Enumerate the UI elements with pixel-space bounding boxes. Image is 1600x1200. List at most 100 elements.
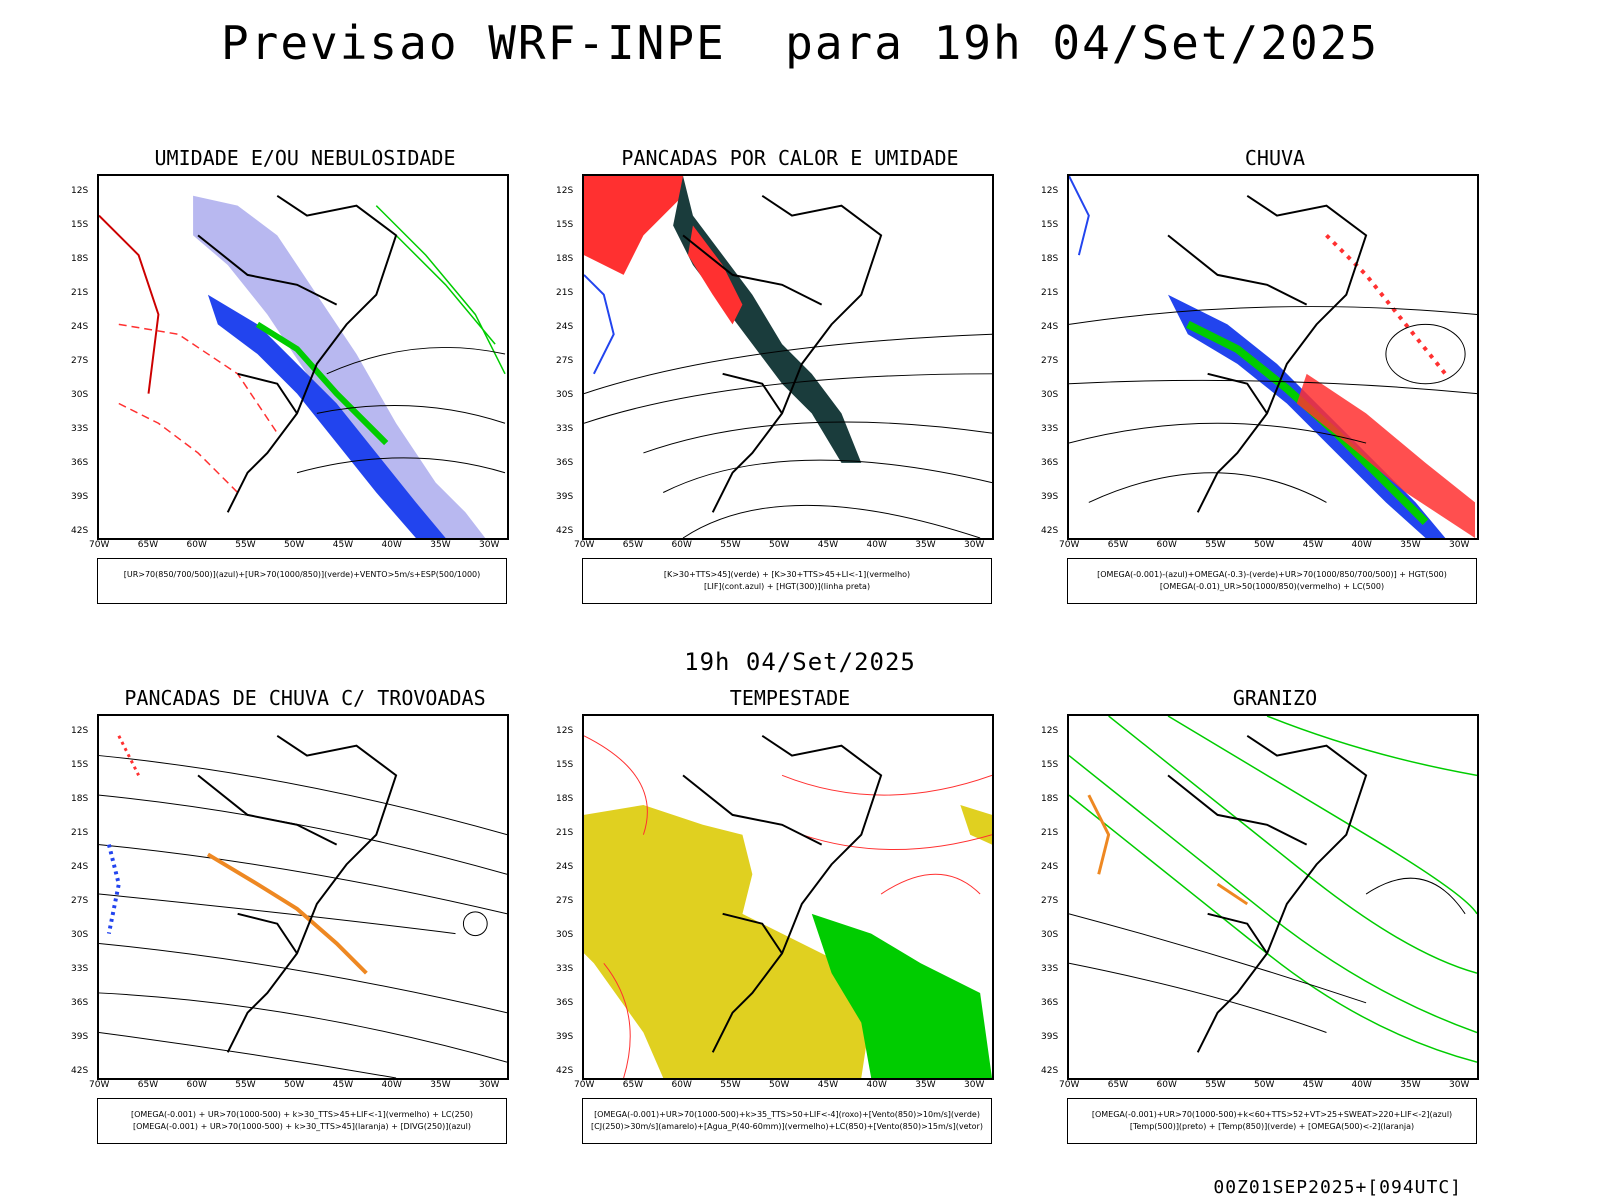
lon-tick-label: 40W: [381, 540, 402, 550]
map-tempestade: [582, 714, 994, 1080]
lat-tick-label: 30S: [71, 390, 89, 400]
lat-tick-label: 42S: [556, 1066, 574, 1076]
lat-tick-label: 21S: [556, 288, 574, 298]
lon-tick-label: 60W: [1156, 540, 1177, 550]
lat-tick-label: 39S: [1041, 1032, 1059, 1042]
lat-tick-label: 12S: [1041, 186, 1059, 196]
lat-tick-label: 18S: [1041, 794, 1059, 804]
lon-tick-label: 30W: [964, 1080, 985, 1090]
lon-tick-label: 60W: [671, 540, 692, 550]
lon-tick-label: 55W: [1205, 1080, 1226, 1090]
map-trovoadas: [97, 714, 509, 1080]
lon-tick-label: 50W: [284, 1080, 305, 1090]
lon-tick-label: 45W: [1302, 1080, 1324, 1090]
lon-tick-labels: 70W 65W 60W 55W 50W 45W 40W 35W 30W: [89, 540, 509, 552]
lon-tick-labels: 70W 65W 60W 55W 50W 45W 40W 35W 30W: [1059, 540, 1479, 552]
panel-pancadas-calor: PANCADAS POR CALOR E UMIDADE [K>30+TTS>4…: [545, 146, 1035, 626]
legend-line: [LIF](cont.azul) + [HGT(300)](linha pret…: [703, 582, 871, 591]
lon-tick-label: 65W: [137, 1080, 159, 1090]
lat-tick-label: 24S: [71, 322, 89, 332]
lat-tick-label: 15S: [556, 220, 574, 230]
panel-title: UMIDADE E/OU NEBULOSIDADE: [154, 146, 456, 170]
lon-tick-label: 50W: [1254, 1080, 1275, 1090]
lat-tick-label: 33S: [71, 424, 89, 434]
lon-tick-label: 50W: [769, 1080, 790, 1090]
lat-tick-label: 42S: [556, 526, 574, 536]
lon-tick-label: 65W: [137, 540, 159, 550]
lat-tick-label: 21S: [1041, 828, 1059, 838]
map-svg: [584, 176, 992, 538]
lat-tick-label: 12S: [71, 726, 89, 736]
legend-line: [OMEGA(-0.001) + UR>70(1000-500) + k>30_…: [132, 1122, 472, 1131]
lat-tick-label: 12S: [556, 186, 574, 196]
lon-tick-label: 40W: [381, 1080, 402, 1090]
lat-tick-label: 39S: [556, 492, 574, 502]
sub-title: 19h 04/Set/2025: [684, 648, 916, 676]
lon-tick-label: 40W: [866, 1080, 887, 1090]
main-title: Previsao WRF-INPE para 19h 04/Set/2025: [220, 16, 1380, 70]
map-granizo: [1067, 714, 1479, 1080]
lon-tick-label: 45W: [332, 1080, 354, 1090]
lat-tick-label: 24S: [1041, 862, 1059, 872]
legend-line: [K>30+TTS>45](verde) + [K>30+TTS>45+LI<-…: [663, 570, 911, 579]
lat-tick-label: 18S: [556, 794, 574, 804]
lon-tick-label: 70W: [89, 1080, 110, 1090]
legend: [UR>70(850/700/500)](azul)+[UR>70(1000/8…: [97, 558, 507, 604]
lon-tick-label: 60W: [1156, 1080, 1177, 1090]
lat-tick-label: 18S: [556, 254, 574, 264]
lat-tick-label: 24S: [556, 322, 574, 332]
lon-tick-label: 35W: [430, 1080, 451, 1090]
map-pancadas-calor: [582, 174, 994, 540]
lat-tick-label: 36S: [1041, 458, 1059, 468]
panel-title: GRANIZO: [1232, 686, 1318, 710]
lat-tick-label: 30S: [556, 930, 574, 940]
lat-tick-label: 36S: [556, 458, 574, 468]
lon-tick-labels: 70W 65W 60W 55W 50W 45W 40W 35W 30W: [574, 540, 994, 552]
lon-tick-label: 60W: [671, 1080, 692, 1090]
map-svg: [99, 194, 506, 538]
lat-tick-label: 27S: [71, 896, 89, 906]
legend-line: [OMEGA(-0.001)+UR>70(1000-500)+k<60+TTS>…: [1091, 1110, 1453, 1119]
lon-tick-label: 55W: [235, 540, 256, 550]
lon-tick-label: 35W: [1400, 540, 1421, 550]
lat-tick-label: 21S: [1041, 288, 1059, 298]
lat-tick-label: 15S: [71, 220, 89, 230]
lon-tick-labels: 70W 65W 60W 55W 50W 45W 40W 35W 30W: [574, 1080, 994, 1092]
lon-tick-label: 55W: [720, 1080, 741, 1090]
lon-tick-label: 65W: [622, 1080, 644, 1090]
panel-chuva: CHUVA [OMEGA(-0.001)-(azul)+OMEGA(-0.3)-…: [1030, 146, 1520, 626]
lat-tick-label: 42S: [71, 1066, 89, 1076]
lon-tick-label: 30W: [479, 1080, 500, 1090]
panel-granizo: GRANIZO [OMEGA(-0.001)+UR>70(1000-500)+k…: [1030, 686, 1520, 1166]
lat-tick-label: 33S: [556, 964, 574, 974]
panel-title: TEMPESTADE: [729, 686, 851, 710]
legend-line: [OMEGA(-0.001)-(azul)+OMEGA(-0.3)-(verde…: [1097, 570, 1447, 579]
lat-tick-label: 30S: [71, 930, 89, 940]
legend-line: [OMEGA(-0.001) + UR>70(1000-500) + k>30_…: [130, 1110, 474, 1119]
map-svg: [1069, 716, 1477, 1063]
legend: [OMEGA(-0.001) + UR>70(1000-500) + k>30_…: [97, 1098, 507, 1144]
lat-tick-label: 42S: [1041, 1066, 1059, 1076]
lon-tick-label: 30W: [479, 540, 500, 550]
lon-tick-label: 50W: [1254, 540, 1275, 550]
lat-tick-label: 39S: [71, 492, 89, 502]
legend-line: [CJ(250)>30m/s](amarelo)+[Agua_P(40-60mm…: [591, 1122, 983, 1131]
lon-tick-label: 55W: [235, 1080, 256, 1090]
lon-tick-label: 50W: [284, 540, 305, 550]
map-svg: [584, 734, 992, 1078]
legend: [OMEGA(-0.001)-(azul)+OMEGA(-0.3)-(verde…: [1067, 558, 1477, 604]
lon-tick-label: 35W: [915, 540, 936, 550]
lat-tick-label: 27S: [556, 356, 574, 366]
legend: [OMEGA(-0.001)+UR>70(1000-500)+k>35_TTS>…: [582, 1098, 992, 1144]
lon-tick-label: 40W: [866, 540, 887, 550]
lon-tick-labels: 70W 65W 60W 55W 50W 45W 40W 35W 30W: [1059, 1080, 1479, 1092]
lat-tick-label: 21S: [556, 828, 574, 838]
map-umidade: [97, 174, 509, 540]
lon-tick-label: 70W: [89, 540, 110, 550]
lon-tick-label: 40W: [1351, 540, 1372, 550]
lat-tick-label: 30S: [1041, 390, 1059, 400]
lat-tick-label: 33S: [556, 424, 574, 434]
legend: [K>30+TTS>45](verde) + [K>30+TTS>45+LI<-…: [582, 558, 992, 604]
lat-tick-label: 33S: [1041, 424, 1059, 434]
panel-tempestade: TEMPESTADE [OMEGA(-0.001)+UR>70(1000-500…: [545, 686, 1035, 1166]
